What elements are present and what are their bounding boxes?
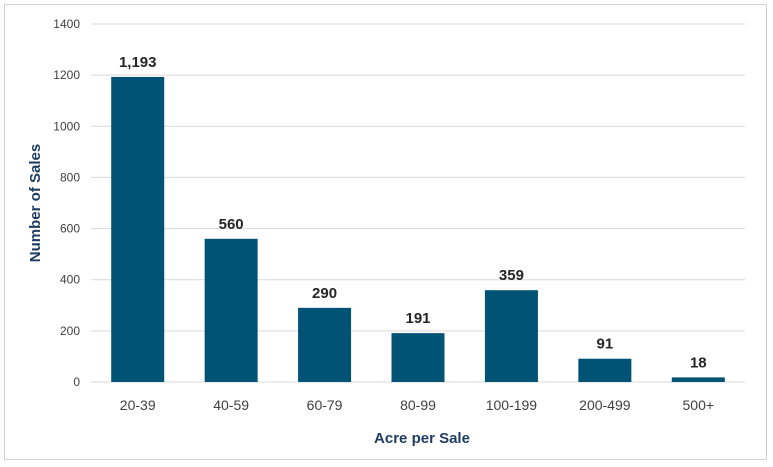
y-axis-title: Number of Sales <box>27 144 44 262</box>
bar-100-199 <box>485 290 538 382</box>
y-tick-label: 1000 <box>53 119 80 133</box>
data-label: 359 <box>499 267 524 284</box>
x-tick-label: 500+ <box>683 397 715 413</box>
y-axis-ticks: 0 200 400 600 800 1000 1200 1400 <box>53 17 80 389</box>
bar-80-99 <box>392 333 445 382</box>
x-tick-label: 60-79 <box>307 397 343 413</box>
data-label: 191 <box>405 310 430 327</box>
x-axis-ticks: 20-39 40-59 60-79 80-99 100-199 200-499 500+ <box>120 397 714 413</box>
data-label: 18 <box>690 354 707 371</box>
y-tick-label: 200 <box>60 324 80 338</box>
data-label: 1,193 <box>119 54 157 71</box>
x-tick-label: 40-59 <box>213 397 249 413</box>
bar-60-79 <box>298 308 351 382</box>
x-tick-label: 80-99 <box>400 397 436 413</box>
x-axis-title: Acre per Sale <box>374 430 470 447</box>
bar-200-499 <box>578 359 631 382</box>
x-tick-label: 200-499 <box>579 397 631 413</box>
data-label: 560 <box>219 216 244 233</box>
bar-40-59 <box>205 239 258 382</box>
x-tick-label: 100-199 <box>486 397 538 413</box>
data-label: 290 <box>312 285 337 302</box>
y-tick-label: 1400 <box>53 17 80 31</box>
y-tick-label: 1200 <box>53 68 80 82</box>
y-tick-label: 0 <box>73 375 80 389</box>
bar-500+ <box>672 377 725 382</box>
y-tick-label: 400 <box>60 273 80 287</box>
data-label: 91 <box>597 336 614 353</box>
gridlines <box>91 24 745 382</box>
bar-20-39 <box>111 77 164 382</box>
y-tick-label: 600 <box>60 222 80 236</box>
y-tick-label: 800 <box>60 170 80 184</box>
x-tick-label: 20-39 <box>120 397 156 413</box>
bars <box>111 77 725 382</box>
